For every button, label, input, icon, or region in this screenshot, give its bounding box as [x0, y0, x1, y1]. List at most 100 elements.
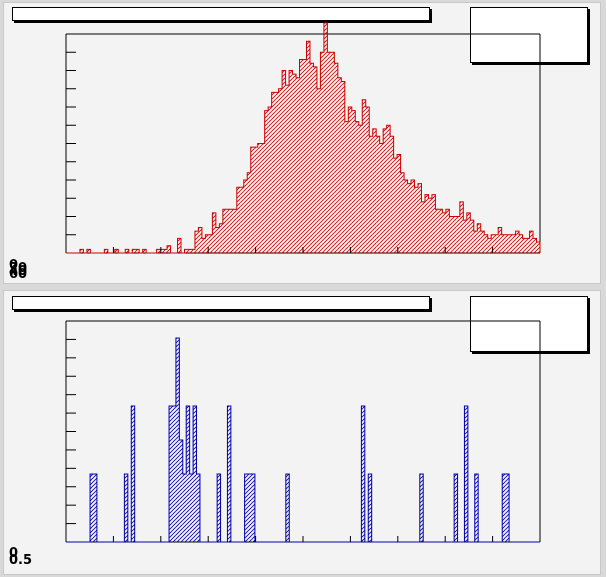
top-bin-39 [201, 238, 206, 253]
bottom-y-tick-1: 0.5 [9, 553, 33, 568]
bottom-bin-64 [285, 474, 290, 542]
top-bin-118 [477, 223, 481, 253]
bottom-histogram-pad: 0 0.5 [3, 290, 601, 575]
top-bin-106 [435, 209, 439, 253]
top-bin-67 [299, 59, 303, 253]
top-bin-62 [282, 70, 286, 253]
top-bin-69 [306, 41, 310, 253]
top-bin-51 [243, 180, 248, 253]
top-bin-123 [494, 234, 499, 253]
top-bin-76 [330, 52, 335, 253]
top-bin-66 [296, 77, 300, 253]
top-bin-114 [463, 220, 467, 253]
top-bin-111 [452, 216, 457, 253]
top-bin-134 [533, 238, 537, 253]
top-bin-112 [456, 216, 460, 253]
top-bin-20 [135, 249, 140, 253]
top-bin-102 [421, 201, 425, 253]
top-bin-37 [194, 231, 199, 253]
top-bin-132 [526, 238, 530, 253]
top-bin-129 [515, 231, 520, 253]
top-bin-115 [466, 212, 471, 253]
top-bin-52 [247, 172, 251, 253]
bottom-bin-31 [172, 406, 176, 542]
top-bin-75 [327, 52, 331, 253]
top-bin-103 [424, 194, 429, 253]
bottom-stats-box [470, 296, 588, 352]
top-bin-17 [125, 249, 129, 253]
top-bin-100 [414, 187, 419, 253]
top-bin-99 [411, 180, 415, 253]
top-bin-97 [404, 180, 408, 253]
top-bin-110 [449, 216, 453, 253]
top-bin-113 [459, 201, 464, 253]
bottom-bin-44 [217, 474, 221, 542]
bottom-bin-32 [175, 338, 180, 542]
top-step-outline [66, 22, 541, 254]
top-bin-87 [369, 136, 373, 253]
top-bin-40 [205, 234, 209, 253]
top-bin-78 [337, 77, 342, 253]
top-bin-32 [177, 238, 182, 253]
bottom-histogram-plot [65, 320, 541, 543]
top-bin-77 [334, 63, 338, 254]
top-bin-80 [344, 121, 349, 253]
top-histogram-plot [65, 22, 541, 254]
top-bin-71 [313, 66, 317, 253]
top-bin-64 [289, 70, 293, 253]
top-bin-94 [393, 158, 398, 253]
top-bin-65 [292, 74, 297, 254]
top-bin-14 [114, 249, 119, 253]
top-bin-50 [240, 187, 244, 253]
top-bin-72 [316, 88, 321, 253]
top-bin-104 [428, 198, 432, 253]
top-bin-43 [215, 227, 220, 253]
top-bin-121 [487, 238, 492, 253]
bottom-bin-34 [182, 474, 187, 542]
top-bin-119 [480, 231, 485, 253]
top-bin-108 [442, 212, 446, 253]
top-bin-63 [285, 85, 290, 253]
bottom-bin-88 [368, 474, 372, 542]
bottom-bin-53 [248, 474, 252, 542]
top-y-tick-1: 20 [9, 261, 28, 276]
top-bin-34 [184, 249, 188, 253]
bottom-bin-128 [505, 474, 510, 542]
top-bin-57 [264, 110, 269, 254]
top-bin-128 [512, 234, 516, 253]
top-bin-133 [529, 231, 534, 253]
bottom-bin-36 [189, 474, 194, 542]
bottom-bin-38 [196, 474, 200, 542]
top-stats-box [470, 7, 588, 63]
top-bin-44 [219, 223, 223, 253]
top-bin-53 [250, 147, 255, 253]
bottom-bin-52 [244, 474, 249, 542]
top-bin-4 [79, 249, 84, 253]
top-bin-54 [254, 147, 258, 253]
top-bin-81 [348, 107, 352, 253]
top-bin-92 [386, 125, 391, 253]
bottom-bin-8 [93, 474, 97, 542]
bottom-bin-17 [124, 474, 128, 542]
top-bin-55 [257, 143, 262, 253]
top-bin-49 [236, 187, 241, 253]
top-bin-124 [498, 227, 502, 253]
top-bin-109 [445, 209, 450, 253]
top-bin-98 [407, 183, 412, 253]
top-bin-28 [163, 249, 168, 253]
top-bin-91 [383, 128, 387, 253]
top-bin-58 [268, 107, 272, 253]
top-bin-29 [167, 245, 171, 253]
top-bin-116 [470, 220, 474, 253]
bottom-bin-7 [90, 474, 94, 542]
top-title-box [12, 7, 430, 21]
top-bin-127 [508, 234, 513, 253]
bottom-bin-119 [474, 474, 479, 542]
top-bin-89 [376, 136, 380, 253]
bottom-bin-35 [186, 406, 190, 542]
bottom-bin-33 [179, 440, 183, 542]
top-bin-135 [536, 242, 540, 253]
top-bin-130 [519, 234, 523, 253]
bottom-bin-47 [227, 406, 231, 542]
